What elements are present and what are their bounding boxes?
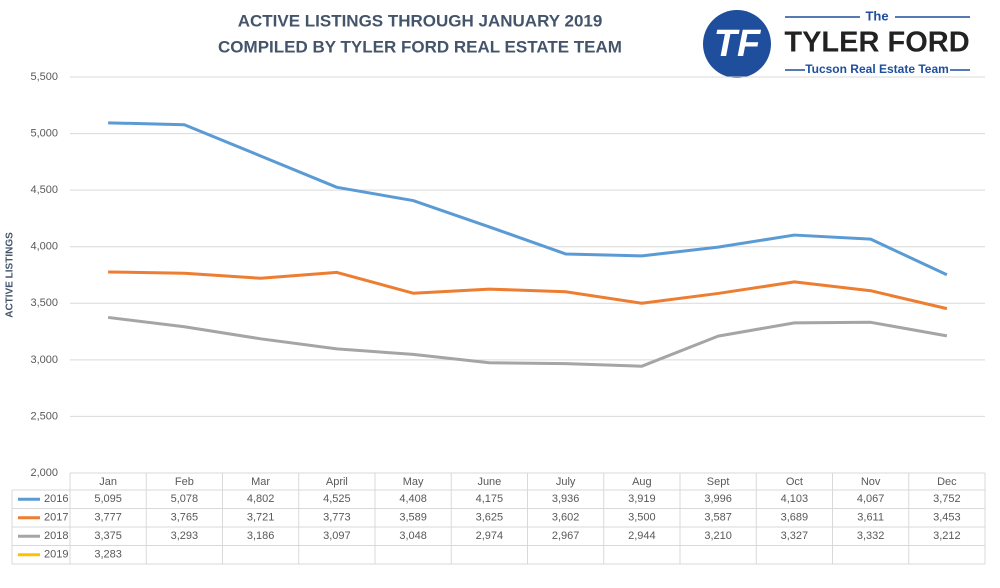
logo: TF The TYLER FORD Tucson Real Estate Tea… <box>703 8 970 78</box>
logo-top: The <box>865 8 888 23</box>
table-cell: 3,602 <box>552 512 580 524</box>
table-cell: 3,936 <box>552 493 580 505</box>
x-tick-label: Jan <box>99 476 117 488</box>
table-cell: 3,332 <box>857 530 885 542</box>
table-cell: 4,525 <box>323 493 351 505</box>
table-cell: 3,689 <box>781 512 809 524</box>
legend-label: 2019 <box>44 549 68 561</box>
logo-tagline: Tucson Real Estate Team <box>805 62 949 76</box>
y-tick-label: 3,500 <box>30 297 58 309</box>
table-cell: 3,777 <box>94 512 122 524</box>
table-cell: 3,919 <box>628 493 656 505</box>
table-cell: 3,186 <box>247 530 275 542</box>
table-cell: 3,765 <box>171 512 199 524</box>
table-cell: 3,097 <box>323 530 351 542</box>
table-cell: 3,996 <box>704 493 732 505</box>
table-cell: 3,212 <box>933 530 961 542</box>
y-tick-label: 5,000 <box>30 127 58 139</box>
x-tick-label: April <box>326 476 348 488</box>
x-tick-label: Nov <box>861 476 881 488</box>
table-cell: 3,375 <box>94 530 122 542</box>
table-cell: 5,078 <box>171 493 199 505</box>
table-cell: 3,048 <box>399 530 427 542</box>
logo-name: TYLER FORD <box>784 27 969 59</box>
table-cell: 3,210 <box>704 530 732 542</box>
table-cell: 3,589 <box>399 512 427 524</box>
table-cell: 5,095 <box>94 493 122 505</box>
x-tick-label: Mar <box>251 476 270 488</box>
y-tick-label: 4,500 <box>30 184 58 196</box>
x-tick-label: May <box>403 476 424 488</box>
table-cell: 4,802 <box>247 493 275 505</box>
x-tick-label: Aug <box>632 476 652 488</box>
y-axis-label: ACTIVE LISTINGS <box>5 232 16 318</box>
table-cell: 3,293 <box>171 530 199 542</box>
table-cell: 3,500 <box>628 512 656 524</box>
y-tick-label: 2,500 <box>30 410 58 422</box>
table-cell: 4,103 <box>781 493 809 505</box>
y-tick-label: 5,500 <box>30 71 58 83</box>
y-tick-label: 4,000 <box>30 241 58 253</box>
table-cell: 3,283 <box>94 549 122 561</box>
chart-title: ACTIVE LISTINGS THROUGH JANUARY 2019 <box>238 11 603 30</box>
table-cell: 3,453 <box>933 512 961 524</box>
chart-subtitle: COMPILED BY TYLER FORD REAL ESTATE TEAM <box>218 37 622 56</box>
x-tick-label: Oct <box>786 476 803 488</box>
series-line <box>108 121 948 277</box>
series-line <box>108 270 948 311</box>
x-tick-label: Feb <box>175 476 194 488</box>
x-tick-label: June <box>477 476 501 488</box>
table-cell: 2,974 <box>476 530 504 542</box>
table-cell: 3,587 <box>704 512 732 524</box>
table-cell: 3,773 <box>323 512 351 524</box>
x-tick-label: Sept <box>707 476 730 488</box>
legend-label: 2017 <box>44 512 68 524</box>
table-cell: 2,967 <box>552 530 580 542</box>
x-tick-label: July <box>556 476 576 488</box>
table-cell: 3,721 <box>247 512 275 524</box>
y-tick-label: 3,000 <box>30 354 58 366</box>
table-cell: 3,625 <box>476 512 504 524</box>
x-tick-label: Dec <box>937 476 957 488</box>
table-cell: 4,175 <box>476 493 504 505</box>
table-cell: 3,752 <box>933 493 961 505</box>
table-cell: 3,611 <box>857 512 884 524</box>
legend-label: 2016 <box>44 493 68 505</box>
logo-mark: TF <box>714 23 762 65</box>
table-cell: 3,327 <box>781 530 809 542</box>
table-cell: 4,408 <box>399 493 427 505</box>
logo-circle <box>703 10 771 78</box>
series-line <box>107 315 948 368</box>
table-cell: 2,944 <box>628 530 656 542</box>
table-cell: 4,067 <box>857 493 885 505</box>
legend-label: 2018 <box>44 530 68 542</box>
y-tick-label: 2,000 <box>30 467 58 479</box>
